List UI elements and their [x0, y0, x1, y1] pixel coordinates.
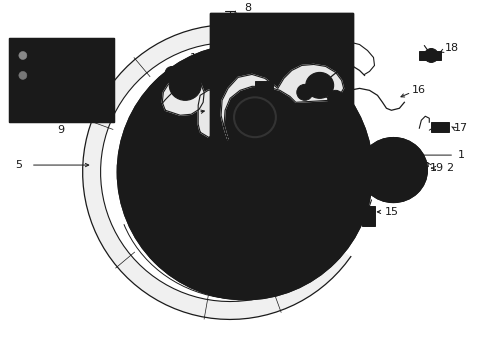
Circle shape [211, 197, 229, 215]
Text: 16: 16 [411, 85, 426, 95]
Text: 4: 4 [393, 141, 400, 151]
Bar [170, 235, 184, 255]
Circle shape [19, 71, 27, 80]
Ellipse shape [310, 77, 328, 94]
Text: 11: 11 [237, 69, 250, 80]
Bar [319, 235, 333, 255]
Bar [430, 122, 448, 132]
Ellipse shape [99, 53, 104, 62]
Text: 14: 14 [179, 107, 193, 117]
Polygon shape [221, 64, 343, 140]
Bar [37, 71, 102, 80]
Ellipse shape [169, 71, 201, 100]
Ellipse shape [237, 89, 272, 122]
Text: 2: 2 [445, 163, 452, 173]
Ellipse shape [168, 69, 176, 76]
Bar [339, 153, 357, 164]
Bar [37, 53, 102, 62]
Ellipse shape [99, 82, 104, 92]
Circle shape [327, 90, 343, 106]
Text: 7: 7 [206, 162, 213, 172]
Circle shape [408, 164, 421, 176]
Circle shape [369, 176, 381, 188]
Bar [419, 50, 440, 60]
Bar [210, 13, 352, 152]
Bar [9, 37, 113, 122]
Bar [9, 37, 113, 122]
Polygon shape [82, 24, 350, 319]
Polygon shape [289, 64, 349, 112]
Circle shape [424, 49, 437, 62]
Circle shape [369, 152, 381, 164]
Circle shape [16, 49, 30, 62]
Text: 9: 9 [57, 125, 64, 135]
Circle shape [260, 197, 278, 215]
Polygon shape [198, 88, 229, 138]
Text: 8: 8 [244, 3, 251, 13]
Circle shape [393, 184, 406, 196]
Ellipse shape [34, 53, 39, 62]
Circle shape [236, 121, 253, 139]
Text: 13: 13 [298, 113, 312, 123]
Text: 3: 3 [321, 262, 327, 272]
Circle shape [222, 18, 238, 33]
Ellipse shape [34, 71, 39, 80]
Text: 5: 5 [15, 160, 22, 170]
Circle shape [19, 51, 27, 59]
Ellipse shape [359, 138, 427, 202]
Bar [361, 206, 375, 226]
Text: 10: 10 [342, 192, 356, 202]
Text: 19: 19 [429, 163, 444, 173]
Ellipse shape [174, 75, 196, 95]
Circle shape [393, 144, 406, 156]
Ellipse shape [34, 41, 39, 50]
Circle shape [212, 139, 277, 205]
Bar [37, 82, 102, 92]
Text: 12: 12 [190, 54, 204, 63]
Text: 1: 1 [457, 150, 464, 160]
Circle shape [195, 122, 294, 222]
Polygon shape [162, 75, 203, 115]
Circle shape [117, 45, 372, 300]
Ellipse shape [179, 80, 191, 91]
Ellipse shape [382, 159, 404, 180]
Circle shape [296, 84, 312, 100]
Circle shape [196, 150, 214, 168]
Bar [254, 81, 272, 91]
Ellipse shape [99, 71, 104, 80]
Circle shape [16, 68, 30, 82]
Bar [210, 13, 352, 152]
Ellipse shape [375, 153, 410, 187]
Ellipse shape [367, 145, 419, 195]
Circle shape [225, 22, 234, 30]
Ellipse shape [305, 72, 333, 98]
Text: 17: 17 [453, 123, 468, 133]
Text: 15: 15 [384, 207, 398, 217]
Text: 18: 18 [444, 42, 458, 53]
Text: 6: 6 [171, 263, 179, 273]
Ellipse shape [165, 67, 179, 78]
Circle shape [275, 150, 293, 168]
Bar [37, 41, 102, 50]
Ellipse shape [99, 41, 104, 50]
Ellipse shape [34, 82, 39, 92]
Ellipse shape [243, 94, 266, 116]
